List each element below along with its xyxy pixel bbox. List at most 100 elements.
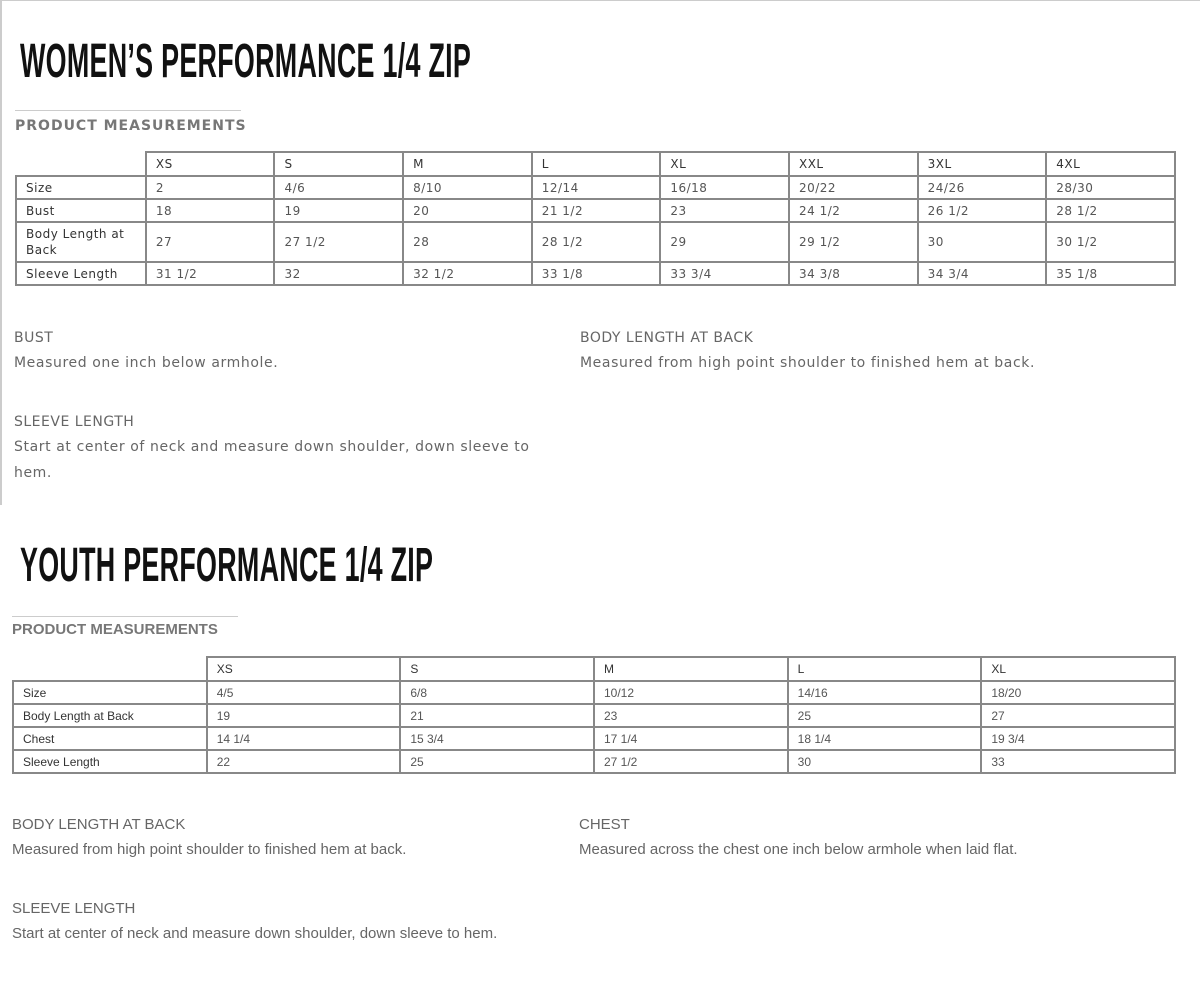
row-label: Sleeve Length <box>15 261 147 286</box>
table-cell: 30 <box>786 749 983 774</box>
table-cell: 30 <box>916 221 1048 263</box>
column-header: XL <box>980 656 1176 682</box>
table-cell: 20 <box>402 198 533 223</box>
womens-subtitle: PRODUCT MEASUREMENTS <box>15 118 247 134</box>
table-cell: 23 <box>659 198 790 223</box>
table-cell: 27 1/2 <box>592 749 789 774</box>
header-row: XS S M L XL <box>13 656 1176 682</box>
table-row: Size 4/5 6/8 10/12 14/16 18/20 <box>12 680 1176 705</box>
divider <box>15 110 241 111</box>
table-row: Size 2 4/6 8/10 12/14 16/18 20/22 24/26 28/30 <box>15 175 1176 200</box>
row-label: Chest <box>12 726 208 751</box>
divider <box>12 616 238 617</box>
table-row: Sleeve Length 22 25 27 1/2 30 33 <box>12 749 1176 774</box>
table-cell: 4/6 <box>273 175 405 200</box>
column-header: XL <box>659 151 790 177</box>
womens-note-heading-bust: BUST <box>14 330 54 346</box>
womens-note-body-length: Measured from high point shoulder to fin… <box>580 355 1036 371</box>
table-cell: 23 <box>592 703 789 728</box>
table-cell: 21 <box>399 703 595 728</box>
column-header: S <box>399 656 595 682</box>
table-cell: 28 <box>402 221 533 263</box>
womens-size-table: XS S M L XL XXL 3XL 4XL Size 2 4/6 8/10 12/14 16/18 20… <box>15 151 1176 286</box>
womens-note-sleeve: Start at center of neck and measure down… <box>14 439 530 481</box>
table-cell: 18 1/4 <box>786 726 983 751</box>
table-cell: 27 <box>980 703 1176 728</box>
table-cell: 19 <box>205 703 402 728</box>
table-row: Bust 18 19 20 21 1/2 23 24 1/2 26 1/2 28 1/2 <box>15 198 1176 223</box>
column-header: M <box>592 656 789 682</box>
youth-note-heading-body-length: BODY LENGTH AT BACK <box>12 816 186 833</box>
table-row: Body Length at Back 19 21 23 25 27 <box>12 703 1176 728</box>
row-label: Body Length at Back <box>12 703 208 728</box>
womens-title: WOMEN’S PERFORMANCE 1/4 ZIP <box>20 35 472 88</box>
blank-cell <box>16 152 147 177</box>
table-cell: 33 <box>980 749 1176 774</box>
table-cell: 19 <box>273 198 405 223</box>
blank-cell <box>13 657 208 682</box>
table-cell: 32 <box>273 261 405 286</box>
table-cell: 34 3/4 <box>916 261 1048 286</box>
table-cell: 24 1/2 <box>787 198 919 223</box>
column-header: XS <box>144 151 276 177</box>
table-cell: 14 1/4 <box>205 726 402 751</box>
youth-note-heading-chest: CHEST <box>579 816 630 833</box>
table-row: Sleeve Length 31 1/2 32 32 1/2 33 1/8 33 3/4 3… <box>15 261 1176 286</box>
table-cell: 33 1/8 <box>530 261 662 286</box>
table-cell: 22 <box>205 749 402 774</box>
table-cell: 19 3/4 <box>980 726 1176 751</box>
table-cell: 29 1/2 <box>787 221 919 263</box>
table-cell: 8/10 <box>402 175 533 200</box>
youth-title: YOUTH PERFORMANCE 1/4 ZIP <box>20 539 434 592</box>
table-cell: 30 1/2 <box>1045 221 1176 263</box>
table-cell: 12/14 <box>530 175 662 200</box>
table-cell: 18/20 <box>980 680 1176 705</box>
table-cell: 14/16 <box>786 680 983 705</box>
row-label: Size <box>12 680 208 705</box>
table-cell: 34 3/8 <box>787 261 919 286</box>
table-cell: 31 1/2 <box>144 261 276 286</box>
table-cell: 2 <box>144 175 276 200</box>
table-cell: 10/12 <box>592 680 789 705</box>
table-cell: 21 1/2 <box>530 198 662 223</box>
table-cell: 27 1/2 <box>273 221 405 263</box>
column-header: M <box>402 151 533 177</box>
header-row: XS S M L XL XXL 3XL 4XL <box>16 151 1176 177</box>
womens-note-heading-body-length: BODY LENGTH AT BACK <box>580 330 754 346</box>
womens-note-bust: Measured one inch below armhole. <box>14 355 279 371</box>
column-header: XXL <box>787 151 919 177</box>
table-cell: 17 1/4 <box>592 726 789 751</box>
table-cell: 27 <box>144 221 276 263</box>
youth-note-sleeve: Start at center of neck and measure down… <box>12 925 498 942</box>
table-cell: 24/26 <box>916 175 1048 200</box>
row-label: Bust <box>15 198 147 223</box>
table-cell: 16/18 <box>659 175 790 200</box>
table-cell: 28 1/2 <box>530 221 662 263</box>
table-cell: 18 <box>144 198 276 223</box>
youth-note-heading-sleeve: SLEEVE LENGTH <box>12 900 136 917</box>
table-cell: 6/8 <box>399 680 595 705</box>
youth-subtitle: PRODUCT MEASUREMENTS <box>12 621 218 638</box>
table-cell: 4/5 <box>205 680 402 705</box>
table-cell: 28/30 <box>1045 175 1176 200</box>
column-header: S <box>273 151 405 177</box>
table-cell: 32 1/2 <box>402 261 533 286</box>
table-cell: 25 <box>786 703 983 728</box>
table-cell: 25 <box>399 749 595 774</box>
column-header: 4XL <box>1045 151 1176 177</box>
womens-note-heading-sleeve: SLEEVE LENGTH <box>14 414 135 430</box>
column-header: L <box>786 656 983 682</box>
table-cell: 20/22 <box>787 175 919 200</box>
table-cell: 35 1/8 <box>1045 261 1176 286</box>
table-row: Chest 14 1/4 15 3/4 17 1/4 18 1/4 19 3/4 <box>12 726 1176 751</box>
table-cell: 29 <box>659 221 790 263</box>
table-row: Body Length at Back 27 27 1/2 28 28 1/2 29 29 … <box>15 221 1176 263</box>
row-label: Body Length at Back <box>15 221 147 263</box>
youth-note-body-length: Measured from high point shoulder to fin… <box>12 841 407 858</box>
womens-section-frame <box>0 0 1200 505</box>
table-cell: 33 3/4 <box>659 261 790 286</box>
column-header: 3XL <box>916 151 1048 177</box>
table-cell: 28 1/2 <box>1045 198 1176 223</box>
table-cell: 15 3/4 <box>399 726 595 751</box>
